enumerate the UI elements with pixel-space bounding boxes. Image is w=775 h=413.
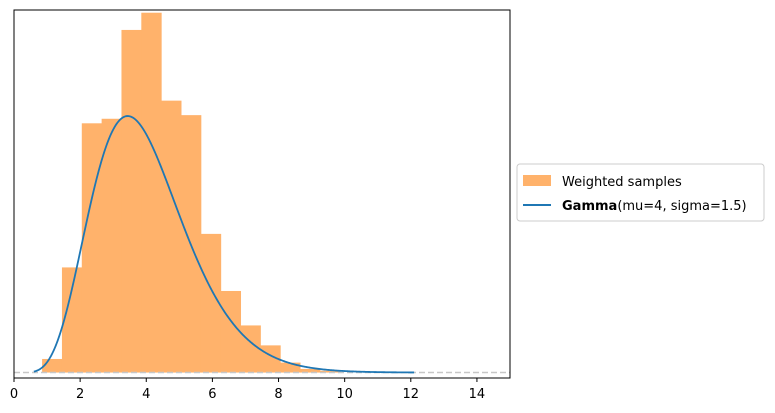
x-tick-label: 6 [208,387,216,402]
x-tick-label: 10 [336,387,353,402]
legend-histogram-swatch [523,175,551,186]
histogram-bar [319,370,341,373]
legend-frame [516,163,765,222]
x-tick-label: 4 [142,387,150,402]
histogram-bar [161,100,182,373]
legend-curve-label-rest: (mu=4, sigma=1.5) [617,199,746,214]
legend: Weighted samples Gamma(mu=4, sigma=1.5) [516,163,765,222]
histogram-bars [42,12,341,373]
histogram-bar [220,290,242,373]
x-tick-label: 2 [76,387,84,402]
histogram-bar [280,362,301,373]
histogram-bar [121,29,142,373]
legend-curve-label-bold: Gamma [562,199,617,214]
x-tick-label: 8 [274,387,282,402]
histogram-bar [141,12,162,373]
x-tick-label: 12 [403,387,420,402]
gamma-pdf-curve [33,115,415,374]
legend-histogram-label: Weighted samples [562,175,682,190]
histogram-bar [300,368,321,373]
histogram-bar [200,233,222,373]
histogram-bar [61,267,83,373]
x-tick-label: 0 [10,387,18,402]
histogram-bar [240,325,261,373]
histogram-bar [101,118,122,373]
histogram-bar [81,123,103,373]
x-tick-label: 14 [469,387,486,402]
legend-curve-label: Gamma(mu=4, sigma=1.5) [562,199,747,214]
x-axis: 0 2 4 6 8 10 12 14 [10,378,485,402]
plot-area-frame [13,9,511,379]
